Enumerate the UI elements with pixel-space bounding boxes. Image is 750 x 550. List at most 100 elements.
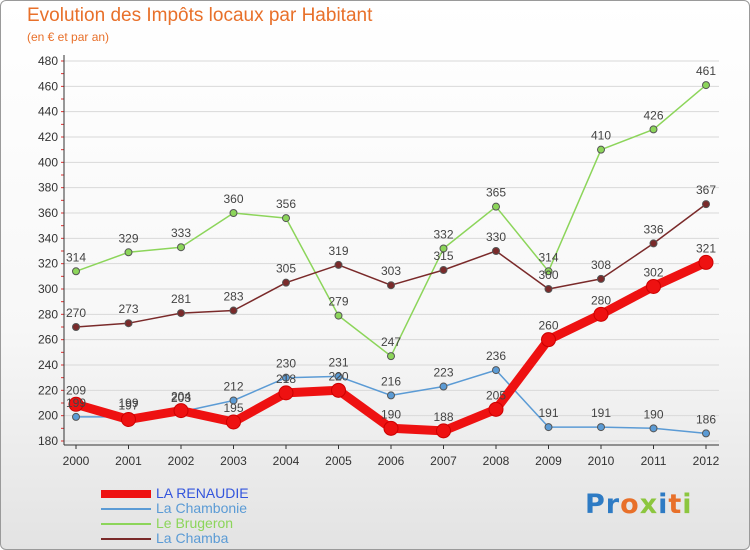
data-point [439,266,448,274]
data-label: 188 [433,410,453,424]
legend-swatch [101,538,151,540]
data-labels: 199 199 203 212 230 231 216 223 236 191 191 190 186 3… [66,64,716,426]
y-tick-label: 240 [38,358,58,372]
x-tick-label: 2009 [535,454,562,468]
x-tick-label: 2010 [588,454,615,468]
series-la-renaudie [68,254,714,439]
data-point [387,391,395,400]
x-tick-label: 2005 [325,454,352,468]
data-point [439,382,448,391]
x-tick-label: 2011 [641,454,667,468]
data-point [593,306,609,322]
data-label: 197 [118,398,138,412]
data-label: 236 [486,349,506,363]
legend-label: La Chambonie [156,500,248,516]
data-point [229,209,238,217]
data-point [278,385,294,401]
data-label: 367 [696,183,716,197]
data-label: 336 [643,222,663,236]
data-point [387,352,395,361]
legend-swatch [101,490,151,498]
data-point [72,412,80,421]
data-point [177,309,185,318]
data-label: 230 [276,357,296,371]
data-point [649,125,658,134]
data-point [383,420,399,436]
data-label: 204 [171,390,191,404]
logo-letter: P [585,489,606,520]
y-tick-label: 200 [38,409,58,423]
data-label: 270 [66,306,86,320]
data-point [698,254,714,270]
data-point [492,366,500,375]
data-label: 332 [433,227,453,241]
data-point [702,200,710,209]
data-point [597,274,605,283]
data-label: 426 [643,108,663,122]
data-point [226,414,241,430]
data-label: 410 [591,129,611,143]
data-label: 461 [696,64,716,78]
logo-letter: t [668,489,683,520]
legend-swatch [101,508,151,510]
data-label: 199 [118,396,138,410]
data-label: 300 [538,268,558,282]
data-point [702,429,710,438]
y-tick-label: 360 [38,206,58,220]
data-label: 329 [118,231,138,245]
y-tick-label: 460 [38,79,58,93]
data-point [488,401,504,417]
data-point [436,423,451,439]
series-le-brugeron [72,81,710,361]
data-point [541,332,556,348]
chart-subtitle: (en € et par an) [27,30,110,44]
data-point [124,319,133,328]
series-layer [68,81,714,439]
series-la-chamba [72,200,710,331]
data-label: 231 [328,355,348,369]
y-tick-label: 420 [38,130,58,144]
data-label: 333 [171,226,191,240]
x-tick-label: 2012 [693,454,720,468]
logo-letter: o [620,489,640,520]
legend-label: La Chamba [156,530,229,546]
legend-label: LA RENAUDIE [156,485,249,501]
axes: 180 200 220 240 260 280 300 320 340 360 380 400 420 4… [38,54,720,468]
data-label: 220 [328,369,348,383]
data-label: 190 [643,407,663,421]
logo-letter: r [605,489,621,520]
data-label: 314 [538,250,558,264]
data-point [492,247,500,255]
data-label: 218 [276,372,296,386]
data-point [544,267,553,276]
proxiti-logo: Proxiti [585,489,693,520]
y-tick-label: 180 [38,434,58,448]
data-label: 223 [433,366,453,380]
data-point [544,423,553,432]
y-tick-label: 300 [38,282,58,296]
data-point [282,214,290,223]
data-point [282,373,290,382]
data-point [334,372,343,381]
data-point [68,396,84,412]
data-point [173,403,189,419]
data-label: 260 [538,319,558,333]
data-point [334,311,343,320]
data-point [334,260,343,269]
y-tick-label: 380 [38,181,58,195]
data-label: 279 [328,295,348,309]
y-tick-label: 320 [38,257,58,271]
x-tick-label: 2006 [378,454,405,468]
x-tick-label: 2007 [430,454,457,468]
y-tick-label: 440 [38,105,58,119]
data-label: 319 [328,244,348,258]
data-label: 205 [486,388,506,402]
x-tick-label: 2000 [63,454,90,468]
data-label: 191 [538,406,558,420]
data-label: 273 [118,302,138,316]
data-label: 365 [486,186,506,200]
grid-lines [64,60,719,442]
data-label: 314 [66,250,86,264]
